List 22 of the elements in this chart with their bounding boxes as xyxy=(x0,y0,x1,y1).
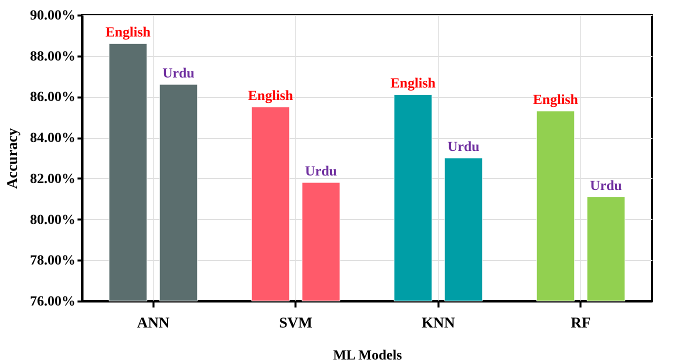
x-tick-label: ANN xyxy=(137,316,170,332)
y-tick-label: 90.00% xyxy=(30,8,76,24)
y-tick-label: 82.00% xyxy=(30,172,76,187)
y-tick-label: 84.00% xyxy=(30,131,76,146)
y-tick-label: 80.00% xyxy=(30,212,76,228)
x-tick-label: SVM xyxy=(279,316,312,332)
series-label: English xyxy=(105,26,151,41)
x-tick-label: KNN xyxy=(422,316,456,332)
x-tick-label: RF xyxy=(570,316,591,332)
y-tick-label: 88.00% xyxy=(30,49,76,64)
text: English xyxy=(390,76,436,92)
text: English xyxy=(248,88,294,104)
text: Urdu xyxy=(590,178,622,194)
text: Urdu xyxy=(305,164,337,180)
y-tick-label: 76.00% xyxy=(30,294,76,310)
text: Urdu xyxy=(448,140,480,155)
y-tick-label: 78.00% xyxy=(30,254,76,269)
series-label: Urdu xyxy=(162,66,195,82)
y-axis-title: Accuracy xyxy=(5,128,21,189)
y-tick-label: 86.00% xyxy=(30,90,76,106)
text: English xyxy=(532,93,578,108)
x-axis-title: ML Models xyxy=(333,348,402,360)
